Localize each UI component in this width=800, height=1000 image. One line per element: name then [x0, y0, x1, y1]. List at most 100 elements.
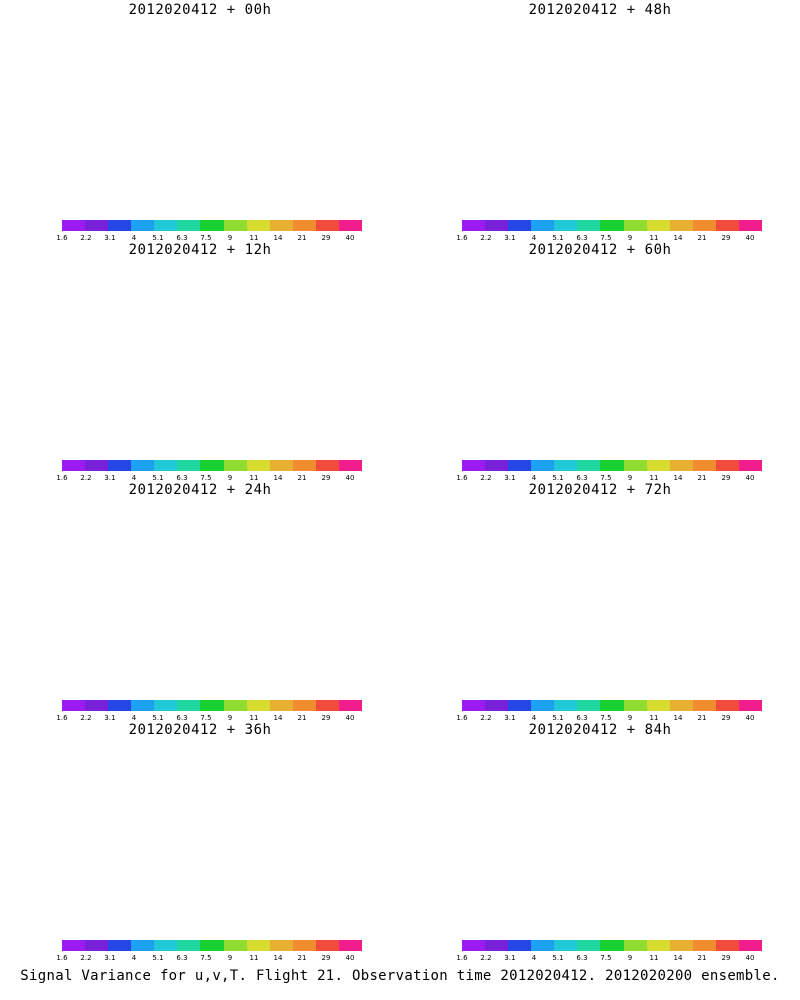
colorbar-label: 6.3	[176, 954, 188, 962]
low-variance-region	[128, 626, 232, 673]
colorbar-segment	[108, 460, 132, 471]
colorbar-segment	[692, 460, 716, 471]
colorbar-segment	[531, 220, 555, 231]
colorbar-segment	[223, 220, 247, 231]
colorbar-segment	[62, 940, 86, 951]
variance-maximum-area	[487, 283, 723, 434]
colorbar-segment	[531, 460, 555, 471]
variance-maximum-area	[159, 85, 251, 152]
colorbar-segment	[200, 460, 224, 471]
colorbar-segment	[669, 460, 693, 471]
colorbar-label: 40	[745, 954, 755, 962]
coastline	[90, 308, 350, 398]
coastline	[620, 288, 705, 323]
colorbar-label: 7.5	[600, 234, 612, 242]
colorbar-labels: 1.6 2.2 3.1 4 5.1 6.3 7.5 9 11 14 21 29 40	[448, 714, 770, 724]
colorbar-label: 4	[131, 714, 137, 722]
colorbar-segment	[646, 460, 670, 471]
colorbar-label: 3.1	[104, 954, 116, 962]
colorbar-label: 14	[273, 714, 283, 722]
colorbar-segment	[108, 220, 132, 231]
colorbar-label: 3.1	[504, 474, 516, 482]
colorbar-segment	[131, 700, 155, 711]
colorbar-segment	[462, 220, 486, 231]
panel-title: 2012020412 + 36h	[128, 722, 272, 738]
colorbar-segment	[200, 220, 224, 231]
colorbar-label: 21	[697, 234, 707, 242]
colorbar-segment	[338, 700, 363, 711]
colorbar-label: 21	[697, 714, 707, 722]
map-panel: 2012020412 + 12h 1.6 2.2 3.1 4 5.1 6.3 7.5 9 11 14…	[0, 240, 400, 485]
colorbar-segment	[200, 940, 224, 951]
colorbar-label: 6.3	[576, 474, 588, 482]
colorbar-label: 4	[531, 714, 537, 722]
colorbar-segment	[315, 220, 339, 231]
variance-maximum-area	[117, 780, 293, 896]
colorbar-segment	[131, 220, 155, 231]
colorbar-label: 5.1	[152, 234, 164, 242]
colorbar-segment	[554, 460, 578, 471]
colorbar-segment	[62, 460, 86, 471]
colorbar-segment	[508, 220, 532, 231]
colorbar-label: 9	[227, 954, 233, 962]
low-variance-region	[206, 161, 295, 203]
colorbar-label: 1.6	[56, 474, 68, 482]
colorbar-segment	[131, 460, 155, 471]
colorbar-labels: 1.6 2.2 3.1 4 5.1 6.3 7.5 9 11 14 21 29 40	[48, 714, 370, 724]
colorbar-label: 29	[321, 714, 331, 722]
colorbar-label: 21	[697, 474, 707, 482]
colorbar-segment	[554, 700, 578, 711]
coastline	[490, 68, 750, 158]
colorbar-label: 21	[297, 954, 307, 962]
colorbar-label: 14	[273, 234, 283, 242]
map-background-field	[20, 28, 380, 208]
low-variance-region	[450, 132, 569, 184]
colorbar-labels: 1.6 2.2 3.1 4 5.1 6.3 7.5 9 11 14 21 29 40	[48, 474, 370, 484]
low-variance-region	[206, 641, 295, 683]
colorbar-label: 29	[321, 954, 331, 962]
low-variance-region	[206, 881, 295, 923]
colorbar-segment	[269, 460, 293, 471]
variance-map	[420, 28, 780, 208]
colorbar-labels: 1.6 2.2 3.1 4 5.1 6.3 7.5 9 11 14 21 29 40	[448, 474, 770, 484]
panel-title: 2012020412 + 84h	[528, 722, 672, 738]
variance-map	[20, 748, 380, 928]
colorbar-segment	[269, 700, 293, 711]
coastline	[220, 288, 305, 323]
colorbar-label: 7.5	[200, 234, 212, 242]
coastline	[620, 768, 705, 803]
colorbar-segment	[315, 700, 339, 711]
colorbar-segment	[223, 700, 247, 711]
low-variance-region	[450, 612, 569, 664]
colorbar-segment	[62, 220, 86, 231]
colorbar-segment	[177, 460, 201, 471]
colorbar-segment	[177, 940, 201, 951]
colorbar-label: 6.3	[576, 714, 588, 722]
colorbar-label: 29	[721, 234, 731, 242]
colorbar-segment	[223, 460, 247, 471]
colorbar-label: 14	[673, 954, 683, 962]
low-variance-region	[128, 146, 232, 193]
colorbar-segment	[292, 700, 316, 711]
colorbar-label: 4	[531, 954, 537, 962]
colorbar-segment	[292, 220, 316, 231]
colorbar-label: 3.1	[104, 474, 116, 482]
low-variance-region	[50, 132, 169, 184]
colorbar-label: 11	[249, 474, 259, 482]
low-variance-region	[450, 852, 569, 904]
coastline	[90, 548, 350, 638]
colorbar-label: 5.1	[552, 474, 564, 482]
coastline	[90, 788, 350, 878]
panel-title: 2012020412 + 72h	[528, 482, 672, 498]
colorbar-label: 14	[673, 474, 683, 482]
panel-title: 2012020412 + 00h	[128, 2, 272, 18]
variance-map	[20, 268, 380, 448]
colorbar-label: 7.5	[200, 714, 212, 722]
colorbar-label: 6.3	[176, 234, 188, 242]
colorbar-label: 4	[531, 234, 537, 242]
colorbar-segment	[462, 460, 486, 471]
colorbar-labels: 1.6 2.2 3.1 4 5.1 6.3 7.5 9 11 14 21 29 40	[448, 954, 770, 964]
colorbar-label: 2.2	[480, 954, 492, 962]
colorbar-segment	[646, 940, 670, 951]
colorbar-segment	[177, 220, 201, 231]
